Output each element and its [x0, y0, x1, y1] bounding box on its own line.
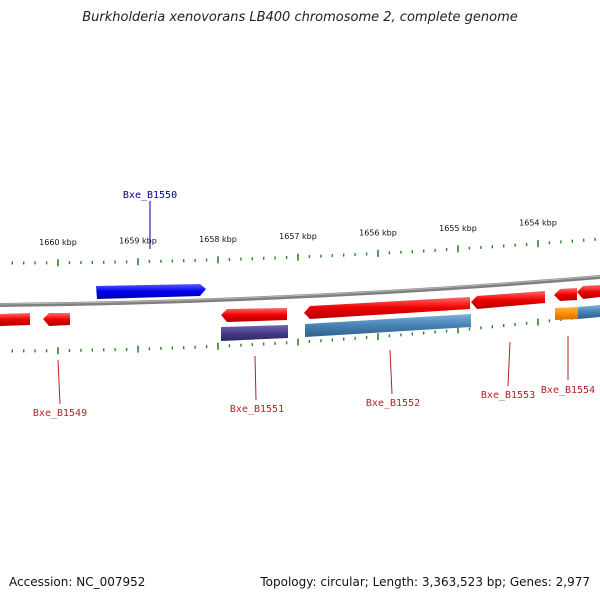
gene-arrow-bxe-b1554[interactable] — [554, 288, 577, 301]
gene-arrow-bxe-b1551[interactable] — [221, 308, 287, 322]
gene-label-bxe-b1550[interactable]: Bxe_B1550 — [123, 190, 177, 201]
cds-bar-bxe-b1551[interactable] — [221, 325, 288, 341]
tick-label: 1656 kbp — [359, 228, 397, 237]
leader-line-bxe-b1549 — [57, 359, 61, 405]
gene-label-bxe-b1551[interactable]: Bxe_B1551 — [230, 404, 284, 415]
tick-label: 1655 kbp — [439, 224, 477, 233]
accession-label: Accession: NC_007952 — [9, 575, 146, 589]
tick-row-outer — [11, 237, 596, 267]
gene-arrow-bxe-b1550[interactable] — [96, 284, 206, 299]
tick-row-inner — [11, 314, 596, 355]
leader-line-bxe-b1551 — [254, 355, 257, 401]
gene-arrow-partial-left[interactable] — [0, 313, 30, 326]
tick-label: 1658 kbp — [199, 235, 237, 244]
tick-label: 1659 kbp — [119, 237, 157, 246]
gene-arrow-bxe-b1553[interactable] — [471, 291, 545, 309]
gene-label-bxe-b1549[interactable]: Bxe_B1549 — [33, 408, 87, 419]
gene-arrow-bxe-b1549[interactable] — [43, 313, 70, 326]
leader-line-bxe-b1552 — [389, 349, 393, 395]
tick-labels: 1660 kbp 1659 kbp 1658 kbp 1657 kbp 1656 kbp… — [39, 219, 557, 247]
genome-backbone — [0, 275, 600, 307]
gene-arrow-bxe-b1552[interactable] — [304, 297, 470, 319]
genome-stats-label: Topology: circular; Length: 3,363,523 bp… — [260, 575, 590, 589]
map-title: Burkholderia xenovorans LB400 chromosome… — [82, 10, 518, 25]
gene-label-bxe-b1553[interactable]: Bxe_B1553 — [481, 390, 535, 401]
gene-label-bxe-b1554[interactable]: Bxe_B1554 — [541, 385, 595, 396]
tick-label: 1654 kbp — [519, 219, 557, 228]
tick-label: 1657 kbp — [279, 232, 317, 241]
tick-label: 1660 kbp — [39, 238, 77, 247]
gene-label-bxe-b1552[interactable]: Bxe_B1552 — [366, 398, 420, 409]
cds-bar-partial-right[interactable] — [578, 305, 600, 319]
leader-line-bxe-b1553 — [507, 341, 511, 387]
gene-arrow-partial-right[interactable] — [577, 285, 600, 299]
cds-bar-bxe-b1552[interactable] — [305, 314, 471, 337]
cds-bar-bxe-b1554[interactable] — [555, 307, 578, 320]
